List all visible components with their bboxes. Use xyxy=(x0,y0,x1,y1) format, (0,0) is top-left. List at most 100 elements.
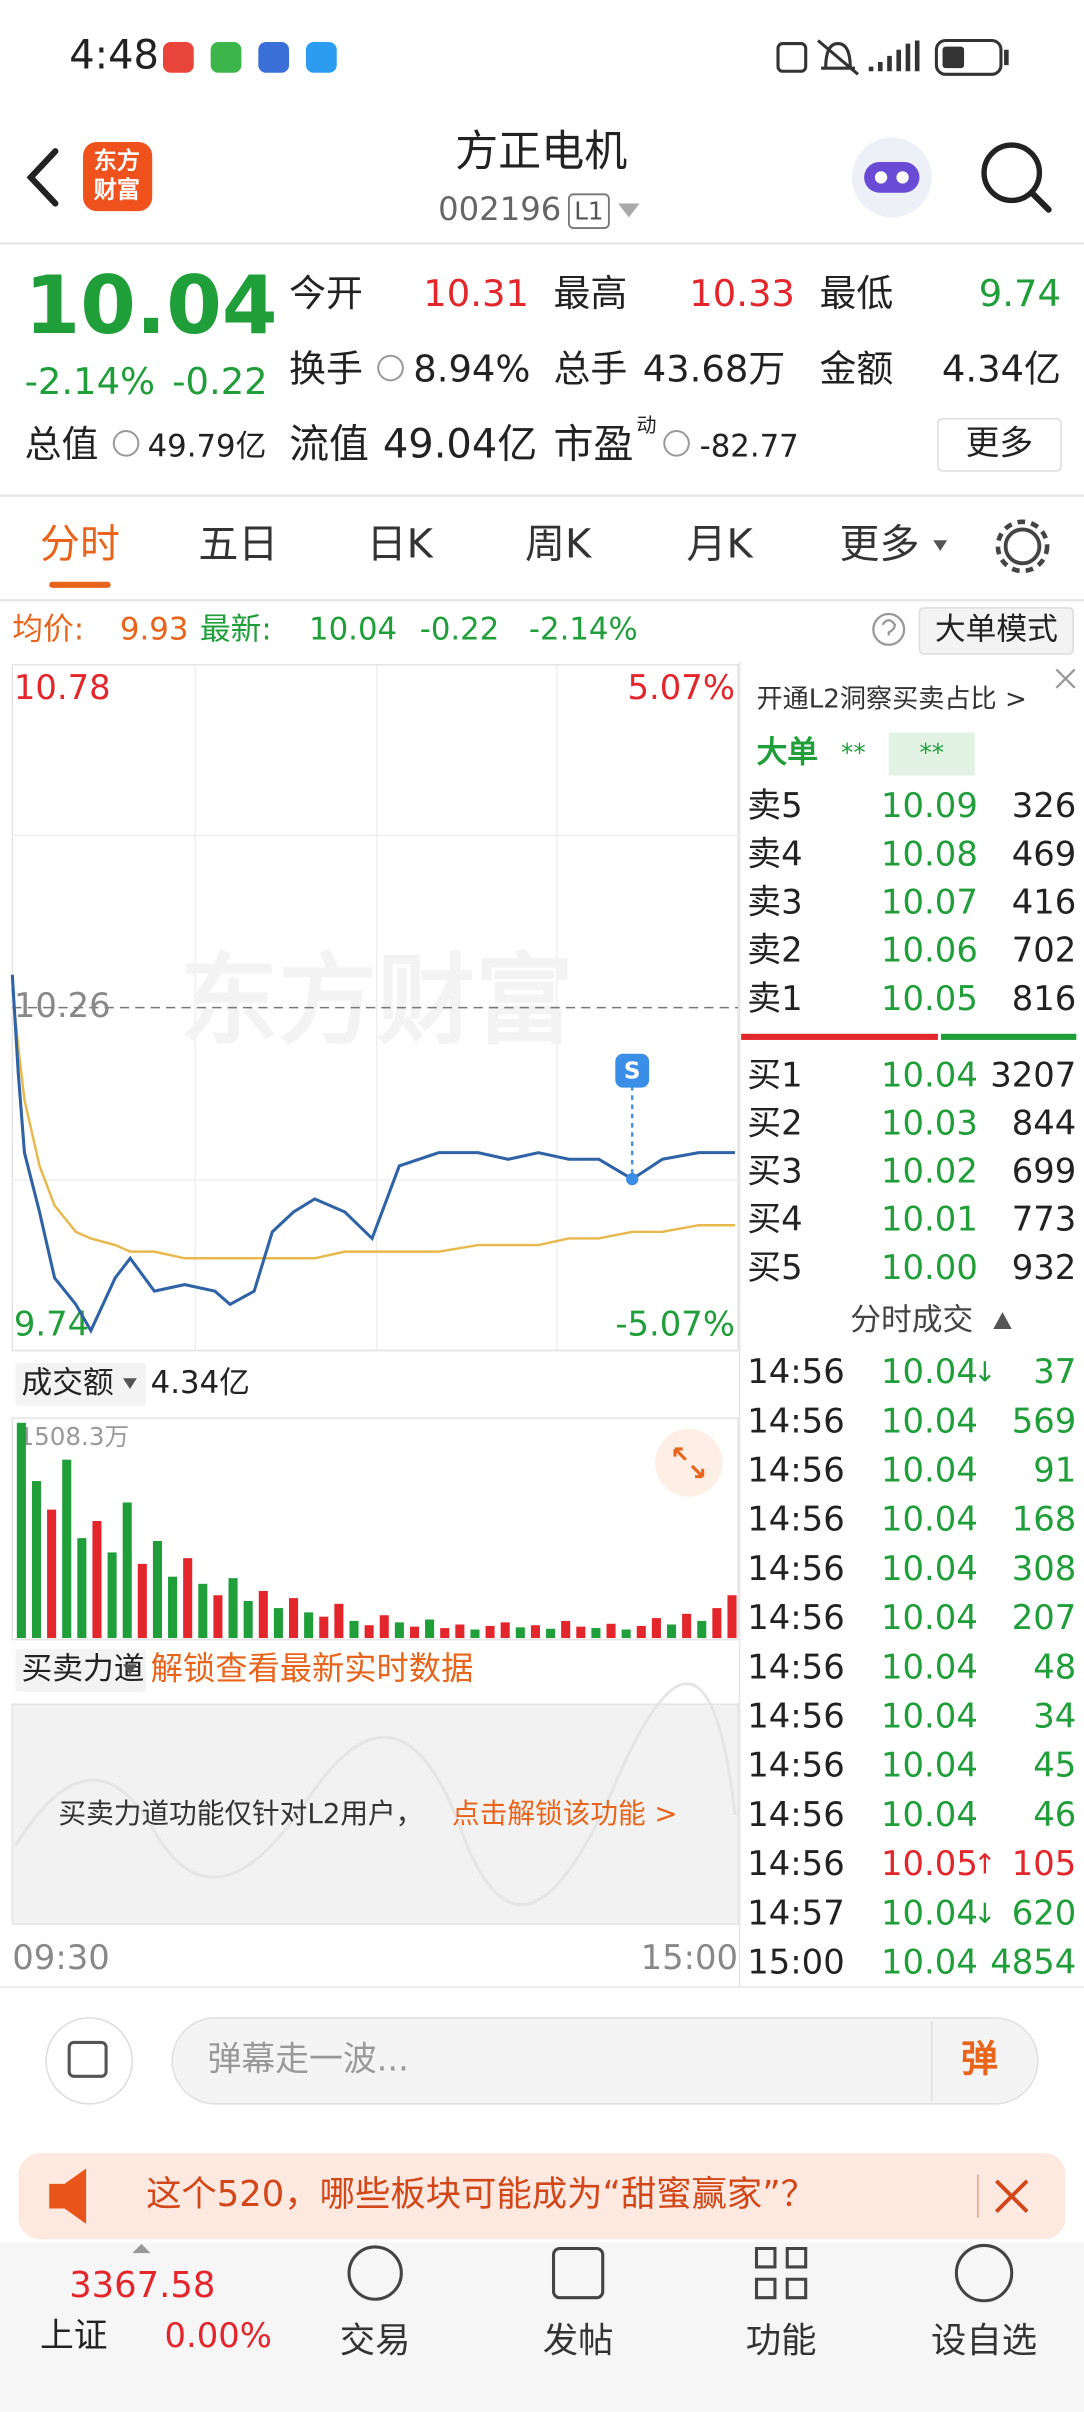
index-name: 上证 xyxy=(40,2316,108,2355)
tab[interactable]: 周K xyxy=(525,521,593,567)
label: 金额 xyxy=(820,348,894,391)
nav-items: 交易 发帖 功能 设自选 xyxy=(340,2320,1037,2361)
trade-time: 14:56 xyxy=(747,1795,844,1834)
expand-button[interactable] xyxy=(655,1428,723,1497)
volume-bar xyxy=(62,1459,72,1639)
close-l2[interactable] xyxy=(1055,668,1076,689)
marker-badge[interactable] xyxy=(615,1053,650,1088)
float-cap: 49.04亿 xyxy=(383,421,537,467)
notif-icon xyxy=(162,42,194,73)
trade-price: 10.05 xyxy=(881,1844,978,1883)
trade-time: 14:56 xyxy=(747,1598,844,1637)
volume-bar xyxy=(485,1625,495,1639)
assistant-face xyxy=(864,161,920,193)
danmu-placeholder: 弹幕走一波... xyxy=(208,2039,409,2078)
label: 最低 xyxy=(820,272,894,315)
nav-item[interactable]: 功能 xyxy=(746,2320,817,2361)
sort-arrow[interactable] xyxy=(993,1312,1012,1330)
battery-tip xyxy=(1004,49,1009,66)
notif-icon xyxy=(305,42,337,73)
info-icon[interactable] xyxy=(112,430,140,457)
trade-price: 10.04 xyxy=(881,1647,978,1686)
logo[interactable] xyxy=(83,141,153,212)
nav-item[interactable]: 设自选 xyxy=(931,2320,1037,2361)
help-button[interactable] xyxy=(872,612,906,646)
search-button[interactable] xyxy=(981,142,1043,204)
more-button[interactable] xyxy=(937,417,1062,472)
megaphone xyxy=(49,2168,87,2224)
label: 市盈 xyxy=(554,421,634,467)
turnover: 8.94% xyxy=(413,348,530,391)
trade-volume: 620 xyxy=(1012,1893,1077,1932)
trade-volume: 91 xyxy=(1033,1451,1076,1490)
nav-item[interactable]: 发帖 xyxy=(543,2320,614,2361)
trade-volume: 569 xyxy=(1012,1401,1077,1440)
volume-bar xyxy=(561,1620,571,1639)
stock-code: 002196 xyxy=(438,190,561,228)
logo-text: 东方 xyxy=(94,147,140,174)
danmu-input[interactable] xyxy=(171,2017,1039,2105)
volume-selector[interactable] xyxy=(15,1362,147,1406)
nav-item[interactable]: 交易 xyxy=(340,2320,411,2361)
last-price: 10.04 xyxy=(25,259,278,352)
x-tick-label: 15:00 xyxy=(641,1938,738,1977)
volume-total: 4.34亿 xyxy=(151,1365,250,1401)
change-pct: -2.14% xyxy=(25,360,156,403)
y-tick-label: 10.78 xyxy=(14,668,111,707)
volume-bar xyxy=(636,1625,646,1639)
tab[interactable]: 更多 xyxy=(840,521,920,567)
trade-arrow: ↓ xyxy=(973,1897,996,1930)
tab[interactable]: 五日 xyxy=(198,521,278,567)
volume-bar xyxy=(213,1595,223,1639)
tab[interactable]: 分时 xyxy=(40,521,120,567)
trade-volume: 308 xyxy=(1012,1549,1077,1588)
volume-bar xyxy=(258,1590,268,1639)
nfc-icon xyxy=(776,42,808,73)
danmu-button[interactable]: 弹 xyxy=(961,2037,998,2080)
dropdown-arrow xyxy=(123,1378,137,1389)
x-tick-label: 09:30 xyxy=(12,1938,109,1977)
y-tick-label: 10.26 xyxy=(14,986,111,1025)
status-time: 4:48 xyxy=(69,32,159,78)
book-label: 卖4 xyxy=(747,834,802,873)
danmu-glyph xyxy=(67,2040,108,2078)
mode-button[interactable] xyxy=(918,607,1075,655)
force-shadow xyxy=(14,1682,737,1907)
price-chart: 10.78 10.26 9.74 5.07% -5.07% S xyxy=(10,664,739,1352)
volume-bar xyxy=(470,1629,480,1639)
volume-bar xyxy=(77,1538,87,1639)
trade-time: 14:56 xyxy=(747,1401,844,1440)
settings-button[interactable] xyxy=(1003,527,1042,566)
unlock-text[interactable]: 解锁查看最新实时数据 xyxy=(151,1649,474,1687)
tab[interactable]: 月K xyxy=(686,521,754,567)
pe: -82.77 xyxy=(700,428,799,464)
trade-price: 10.04 xyxy=(881,1943,978,1982)
tab[interactable]: 日K xyxy=(367,521,435,567)
index-value[interactable]: 3367.58 xyxy=(69,2265,215,2306)
volume-chart: 1508.3万 xyxy=(16,1422,737,1639)
pe-sup: 动 xyxy=(637,413,657,437)
banner[interactable] xyxy=(18,2153,1066,2240)
dropdown-arrow[interactable] xyxy=(618,203,640,218)
book-volume: 469 xyxy=(1012,834,1077,873)
time-axis: 09:30 15:00 xyxy=(12,1938,738,1977)
banner-text: 这个520，哪些板块可能成为“甜蜜赢家”？ xyxy=(146,2174,816,2215)
back-button[interactable] xyxy=(26,148,59,207)
info-icon[interactable] xyxy=(377,354,404,382)
dropdown-arrow xyxy=(123,1664,137,1675)
volume-bar xyxy=(349,1620,359,1639)
book-volume: 844 xyxy=(1012,1103,1077,1142)
avg-price: 9.93 xyxy=(120,611,188,647)
force-selector[interactable] xyxy=(15,1648,147,1692)
trade-price: 10.04 xyxy=(881,1352,978,1391)
tab-underline xyxy=(49,581,111,588)
banner-close[interactable] xyxy=(994,2179,1029,2213)
info-icon[interactable] xyxy=(663,430,690,457)
force-link[interactable]: 点击解锁该功能 > xyxy=(452,1797,678,1830)
volume-bar xyxy=(364,1625,374,1639)
volume-bar xyxy=(621,1629,631,1639)
danmu-settings[interactable] xyxy=(45,2017,134,2105)
l2-promo[interactable]: 开通L2洞察买卖占比 > xyxy=(756,685,1026,715)
trade-price: 10.04 xyxy=(881,1697,978,1736)
